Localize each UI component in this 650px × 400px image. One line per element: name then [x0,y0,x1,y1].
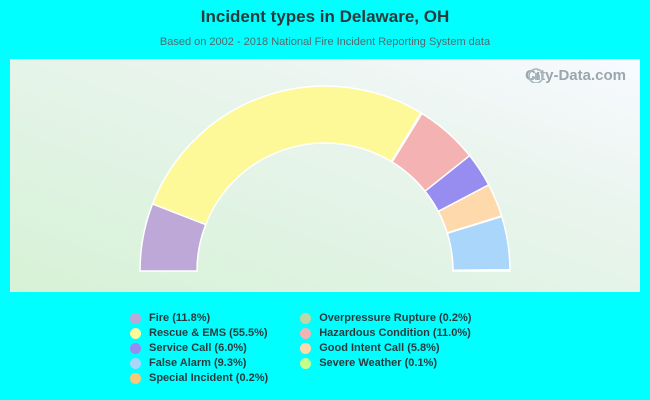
legend-item: Fire (11.8%) [130,311,268,325]
legend-item: Severe Weather (0.1%) [300,356,471,370]
legend-label: Severe Weather (0.1%) [319,357,438,369]
legend-label: Good Intent Call (5.8%) [319,342,440,354]
chart-legend: Fire (11.8%) Rescue & EMS (55.5%) Service … [130,311,471,385]
legend-column-right: Overpressure Rupture (0.2%) Hazardous Con… [300,311,471,385]
legend-swatch [130,312,141,324]
legend-swatch [300,312,312,324]
chart-title: Incident types in Delaware, OH [200,7,450,26]
legend-column-left: Fire (11.8%) Rescue & EMS (55.5%) Service … [130,311,268,385]
legend-swatch [130,342,141,354]
plot-area: City-Data.com [10,59,640,292]
legend-item: False Alarm (9.3%) [130,356,268,370]
legend-item: Special Incident (0.2%) [130,371,268,385]
legend-label: Special Incident (0.2%) [149,372,269,384]
watermark-text: City-Data.com [525,67,626,84]
legend-swatch [130,357,141,369]
legend-label: Fire (11.8%) [149,312,211,324]
slice-special-incident [452,269,511,272]
watermark: City-Data.com [525,67,626,84]
legend-item: Hazardous Condition (11.0%) [300,326,471,340]
slice-rescue-ems [151,85,423,226]
legend-item: Rescue & EMS (55.5%) [130,326,268,340]
bar-chart-icon [528,68,544,83]
legend-swatch [300,342,312,354]
legend-label: Rescue & EMS (55.5%) [149,327,268,339]
legend-swatch [130,372,141,384]
chart-subtitle: Based on 2002 - 2018 National Fire Incid… [159,36,491,48]
legend-item: Good Intent Call (5.8%) [300,341,471,355]
half-donut-chart [139,85,511,272]
legend-swatch [300,357,312,369]
legend-item: Service Call (6.0%) [130,341,268,355]
legend-label: Service Call (6.0%) [149,342,247,354]
legend-item: Overpressure Rupture (0.2%) [300,311,471,325]
legend-swatch [300,327,312,339]
legend-swatch [130,327,141,339]
legend-label: Hazardous Condition (11.0%) [319,327,471,339]
legend-label: Overpressure Rupture (0.2%) [319,312,472,324]
legend-label: False Alarm (9.3%) [149,357,247,369]
